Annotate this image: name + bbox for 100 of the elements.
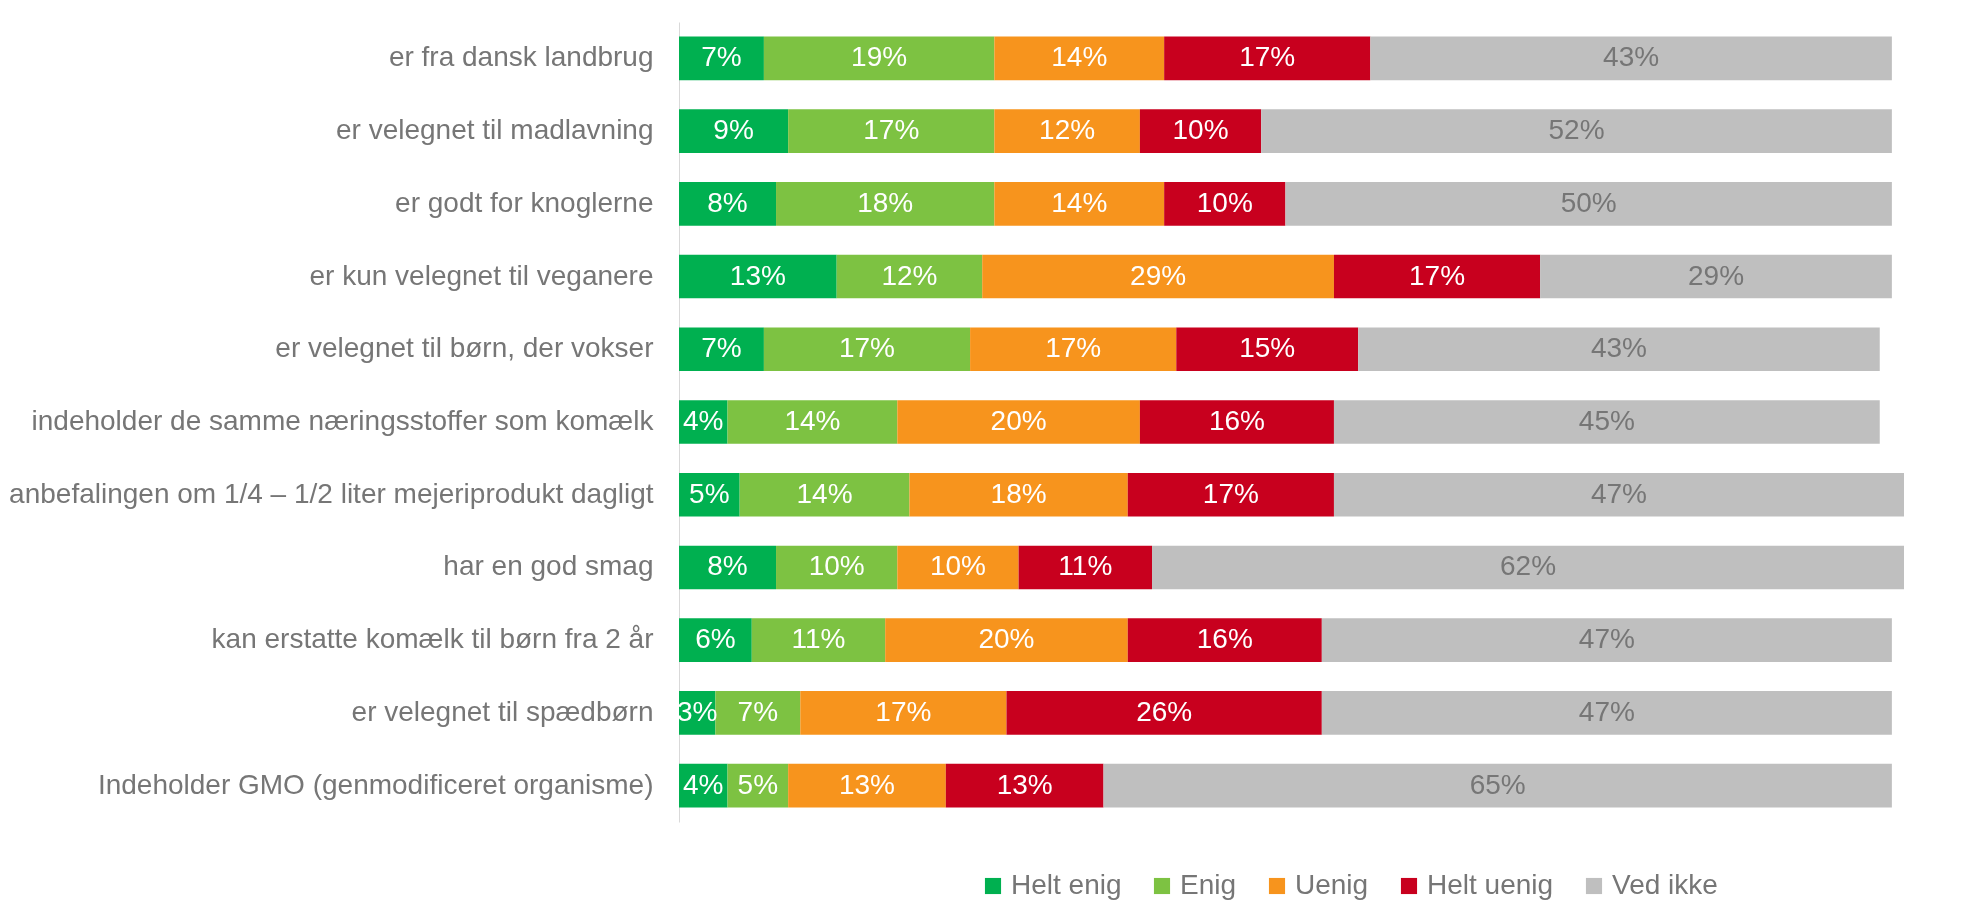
bar (679, 254, 837, 299)
y-tick-label: er velegnet til børn, der vokser (275, 332, 654, 364)
data-label: 14% (784, 405, 841, 436)
bar (1139, 109, 1262, 153)
data-label: 19% (851, 41, 908, 73)
bar (679, 36, 764, 81)
data-label: 17% (1239, 41, 1296, 73)
bar (945, 763, 1104, 808)
data-label: 50% (1560, 186, 1617, 218)
data-label: 14% (796, 477, 853, 509)
legend-label: Helt enig (1011, 869, 1122, 900)
bar (994, 182, 1165, 226)
bar (763, 327, 971, 372)
bar (1164, 182, 1286, 226)
bar (776, 182, 995, 226)
bar (1321, 691, 1892, 735)
bar (739, 472, 910, 517)
y-tick-label: er fra dansk landbrug (388, 41, 654, 73)
bar (994, 109, 1140, 153)
bar (1103, 763, 1892, 808)
data-label: 17% (1202, 477, 1259, 509)
bar (788, 109, 995, 153)
bar (751, 618, 886, 662)
data-label: 9% (713, 114, 754, 146)
data-label: 47% (1578, 695, 1635, 727)
data-label: 47% (1578, 623, 1635, 655)
bar (763, 36, 995, 81)
bar (836, 254, 983, 299)
data-label: 62% (1499, 550, 1557, 582)
bar (970, 327, 1177, 372)
data-label: 13% (729, 259, 786, 291)
data-label: 29% (1687, 259, 1745, 291)
data-label: 12% (1039, 114, 1096, 146)
data-label: 11% (791, 623, 846, 655)
data-label: 29% (1130, 259, 1187, 291)
data-label: 10% (1172, 114, 1229, 146)
bar (788, 763, 946, 808)
bar (1370, 36, 1892, 81)
data-label: 14% (1051, 186, 1108, 218)
data-label: 20% (990, 405, 1047, 436)
data-label: 17% (1409, 259, 1466, 291)
data-label: 47% (1590, 477, 1647, 509)
bar (727, 400, 898, 444)
data-label: 52% (1548, 114, 1605, 146)
data-label: 20% (978, 623, 1035, 655)
data-label: 10% (808, 550, 865, 582)
data-label: 5% (689, 477, 730, 509)
bar (1176, 327, 1359, 372)
legend-label: Uenig (1295, 869, 1369, 900)
bar (897, 545, 1019, 590)
data-label: 7% (701, 41, 742, 73)
bar (1540, 254, 1892, 299)
y-tick-label: Indeholder GMO (genmodificeret organisme) (97, 768, 654, 800)
y-tick-label: er kun velegnet til veganere (309, 259, 654, 291)
bar (1321, 618, 1892, 662)
data-label: 4% (683, 405, 724, 436)
data-label: 17% (1045, 332, 1102, 364)
bar (994, 36, 1165, 81)
data-label: 65% (1469, 768, 1526, 800)
legend-label: Helt uenig (1427, 869, 1554, 900)
data-label: 5% (737, 768, 779, 800)
bar (897, 400, 1140, 444)
bar (1358, 327, 1880, 372)
bar (982, 254, 1334, 299)
bar (1006, 691, 1322, 735)
y-tick-label: er velegnet til spædbørn (351, 695, 654, 727)
data-label: 16% (1208, 405, 1265, 436)
data-label: 26% (1136, 695, 1193, 727)
bar (909, 472, 1128, 517)
data-label: 6% (695, 623, 736, 655)
bar (1127, 618, 1322, 662)
data-label: 10% (1196, 186, 1253, 218)
bar (1285, 182, 1892, 226)
bar (1152, 545, 1904, 590)
data-label: 12% (881, 259, 938, 291)
bar (800, 691, 1007, 735)
data-label: 14% (1051, 41, 1108, 73)
data-label: 11% (1058, 550, 1113, 582)
bar (1333, 472, 1904, 517)
y-tick-label: er velegnet til madlavning (335, 114, 654, 146)
data-label: 43% (1590, 332, 1647, 364)
bar (1018, 545, 1153, 590)
data-label: 10% (929, 550, 986, 582)
data-label: 18% (857, 186, 914, 218)
data-label: 4% (683, 768, 724, 800)
bar (1261, 109, 1892, 153)
y-tick-label: anbefalingen om 1/4 – 1/2 liter mejeriprodukt dagligt (9, 477, 654, 509)
bar (1333, 254, 1541, 299)
data-label: 15% (1239, 332, 1296, 364)
bar (1333, 400, 1880, 444)
data-label: 3% (676, 695, 718, 727)
data-label: 18% (990, 477, 1047, 509)
y-tick-label: har en god smag (443, 550, 654, 582)
data-label: 17% (863, 114, 920, 146)
data-label: 13% (996, 768, 1053, 800)
bar (679, 182, 777, 226)
bar (1127, 472, 1334, 517)
data-label: 17% (838, 332, 896, 364)
data-label: 8% (707, 186, 748, 218)
data-label: 16% (1196, 623, 1253, 655)
